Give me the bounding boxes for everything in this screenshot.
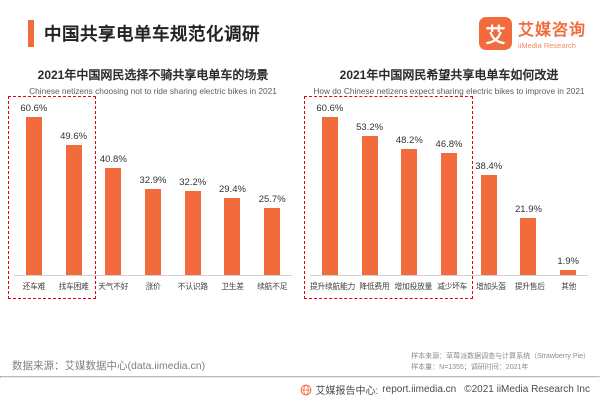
category-label: 降低费用: [359, 282, 390, 291]
category-label: 涨价: [145, 282, 161, 291]
labels-row: 提升续航能力 降低费用 增加投放量 减少坏车 增加头盔 提升售后 其他: [310, 276, 588, 292]
bar-value-label: 40.8%: [99, 154, 127, 166]
bar-column: 29.4%: [213, 184, 253, 275]
bar-column: 46.8%: [429, 139, 469, 275]
category-label: 卫生差: [221, 282, 244, 291]
bar-value-label: 21.9%: [514, 203, 542, 215]
bars-row: 60.6% 49.6% 40.8% 32.9% 32.2% 29.4% 25.7%: [14, 103, 292, 276]
iimedia-logo: 艾 艾媒咨询 iiMedia Research: [478, 16, 586, 50]
bar-value-label: 53.2%: [356, 121, 384, 133]
bar: [184, 190, 201, 275]
category-label: 续航不足: [257, 282, 288, 291]
bar: [264, 207, 281, 275]
bar-value-label: 60.6%: [316, 102, 344, 114]
category-label: 找车困难: [58, 282, 89, 291]
bar-column: 1.9%: [548, 256, 588, 275]
bars-row: 60.6% 53.2% 48.2% 46.8% 38.4% 21.9% 1.9%: [310, 103, 588, 276]
bar: [401, 148, 418, 275]
labels-row: 还车难 找车困难 天气不好 涨价 不认识路 卫生差 续航不足: [14, 276, 292, 292]
bar: [25, 116, 42, 275]
chart-left-subtitle: Chinese netizens choosing not to ride sh…: [29, 86, 277, 96]
bar-value-label: 60.6%: [20, 102, 48, 114]
category-label: 天气不好: [98, 282, 129, 291]
bar: [560, 270, 577, 275]
chart-right-title: 2021年中国网民希望共享电单车如何改进: [339, 68, 559, 82]
category-label: 还车难: [22, 282, 46, 291]
globe-icon: [300, 384, 311, 395]
bar-value-label: 1.9%: [557, 256, 579, 268]
bar-column: 32.2%: [173, 177, 213, 275]
bar: [145, 188, 162, 275]
bar-column: 60.6%: [14, 103, 54, 275]
category-label: 提升售后: [514, 282, 545, 291]
data-source-note: 数据来源：艾媒数据中心(data.iimedia.cn): [12, 360, 206, 372]
category-label: 提升续航能力: [310, 282, 355, 291]
bar-column: 53.2%: [350, 122, 390, 275]
iimedia-logo-icon: 艾: [478, 16, 512, 50]
category-label: 减少坏车: [437, 282, 468, 291]
footer: 艾媒报告中心: report.iimedia.cn ©2021 iiMedia …: [0, 378, 600, 397]
header: 中国共享电单车规范化调研 艾 艾媒咨询 iiMedia Research: [0, 0, 600, 50]
category-label: 增加头盔: [475, 282, 506, 291]
chart-right: 2021年中国网民希望共享电单车如何改进 How do Chinese neti…: [304, 66, 592, 299]
title-wrap: 中国共享电单车规范化调研: [28, 20, 260, 47]
sample-info-note: 样本量：N=1355；调研时间：2021年: [411, 363, 529, 371]
bar-value-label: 46.8%: [435, 138, 463, 150]
bar-column: 40.8%: [93, 154, 133, 275]
bar-column: 21.9%: [509, 204, 549, 275]
bar-value-label: 25.7%: [258, 193, 286, 205]
logo-name-cn: 艾媒咨询: [517, 22, 586, 39]
sample-notes: 样本来源：草莓派数据调查与计算系统（Strawberry Pie） 样本量：N=…: [411, 352, 590, 373]
bar-value-label: 32.9%: [139, 174, 167, 186]
bar-value-label: 29.4%: [218, 184, 246, 196]
footer-url: report.iimedia.cn: [382, 384, 457, 395]
footer-brand: 艾媒报告中心:: [315, 386, 379, 397]
footnotes-row: 数据来源：艾媒数据中心(data.iimedia.cn) 样本来源：草莓派数据调…: [0, 352, 600, 376]
bar-value-label: 48.2%: [395, 134, 423, 146]
chart-left: 2021年中国网民选择不骑共享电单车的场景 Chinese netizens c…: [8, 66, 296, 299]
charts-row: 2021年中国网民选择不骑共享电单车的场景 Chinese netizens c…: [0, 50, 600, 299]
bar: [480, 174, 497, 275]
category-label: 增加投放量: [394, 282, 433, 291]
bottom-area: 数据来源：艾媒数据中心(data.iimedia.cn) 样本来源：草莓派数据调…: [0, 352, 600, 400]
bar: [105, 168, 122, 275]
footer-copyright: ©2021 iiMedia Research Inc: [464, 384, 590, 395]
bar-column: 38.4%: [469, 161, 509, 275]
page-title: 中国共享电单车规范化调研: [44, 24, 260, 44]
bar: [65, 145, 82, 275]
bar-column: 25.7%: [252, 194, 292, 275]
title-accent-bar: [28, 20, 34, 47]
category-label: 不认识路: [177, 282, 208, 291]
bar-column: 48.2%: [389, 135, 429, 275]
bar: [361, 135, 378, 275]
chart-right-plot: 60.6% 53.2% 48.2% 46.8% 38.4% 21.9% 1.9% 提升续航能…: [304, 96, 592, 299]
bar: [321, 116, 338, 275]
bar-column: 32.9%: [133, 175, 173, 275]
bar: [224, 198, 241, 275]
chart-left-title: 2021年中国网民选择不骑共享电单车的场景: [37, 68, 269, 82]
logo-text: 艾媒咨询 iiMedia Research: [518, 16, 586, 50]
bar-value-label: 32.2%: [179, 176, 207, 188]
bar: [520, 217, 537, 275]
logo-name-en: iiMedia Research: [517, 41, 576, 50]
chart-right-subtitle: How do Chinese netizens expect sharing e…: [313, 86, 585, 96]
chart-left-plot: 60.6% 49.6% 40.8% 32.9% 32.2% 29.4% 25.7% 还车难 找…: [8, 96, 296, 299]
bar-value-label: 49.6%: [60, 131, 88, 143]
sample-source-note: 样本来源：草莓派数据调查与计算系统（Strawberry Pie）: [411, 353, 590, 360]
category-label: 其他: [561, 282, 577, 291]
bar-column: 60.6%: [310, 103, 350, 275]
bar: [441, 152, 458, 275]
bar-column: 49.6%: [54, 131, 94, 275]
bar-value-label: 38.4%: [475, 160, 503, 172]
